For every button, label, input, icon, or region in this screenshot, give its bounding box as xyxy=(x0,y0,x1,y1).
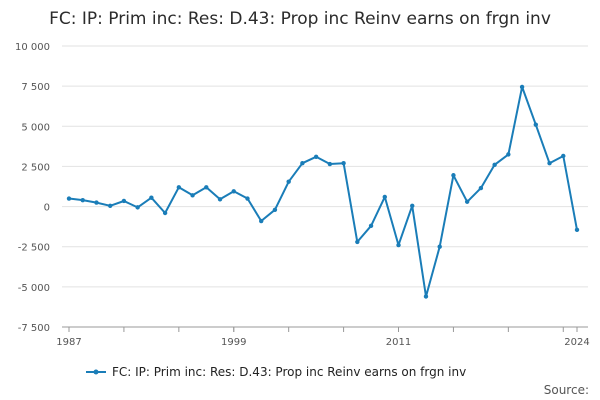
y-tick-label: 7 500 xyxy=(21,82,50,93)
data-point[interactable] xyxy=(382,194,387,200)
data-point[interactable] xyxy=(396,242,401,248)
data-point[interactable] xyxy=(492,162,497,168)
data-point[interactable] xyxy=(80,197,85,203)
data-point[interactable] xyxy=(313,154,319,159)
y-tick-label: 0 xyxy=(44,203,50,214)
y-tick-label: 2 500 xyxy=(21,162,50,173)
data-point[interactable] xyxy=(423,294,429,299)
data-point[interactable] xyxy=(135,205,140,210)
data-point[interactable] xyxy=(121,198,127,204)
data-point[interactable] xyxy=(190,193,195,198)
data-point[interactable] xyxy=(176,185,182,190)
y-tick-label: 10 000 xyxy=(15,42,50,53)
x-tick-label: 1987 xyxy=(56,337,81,348)
x-tick-label: 1999 xyxy=(221,337,246,348)
legend-label: FC: IP: Prim inc: Res: D.43: Prop inc Re… xyxy=(112,365,466,379)
source-label[interactable]: Source: xyxy=(544,383,589,397)
data-point[interactable] xyxy=(245,196,250,201)
data-point[interactable] xyxy=(437,244,442,249)
y-tick-label: -7 500 xyxy=(18,323,50,334)
data-point[interactable] xyxy=(259,218,264,224)
data-point[interactable] xyxy=(341,161,346,166)
data-point[interactable] xyxy=(66,196,72,201)
data-point[interactable] xyxy=(204,185,209,190)
x-axis: 1987 1999 2011 2024 xyxy=(56,326,590,348)
data-point[interactable] xyxy=(327,161,333,167)
legend[interactable]: FC: IP: Prim inc: Res: D.43: Prop inc Re… xyxy=(86,365,466,379)
data-point[interactable] xyxy=(355,239,360,245)
gridlines xyxy=(62,45,588,328)
data-point[interactable] xyxy=(451,173,456,178)
data-point[interactable] xyxy=(107,203,113,208)
y-tick-label: -5 000 xyxy=(18,283,50,294)
series-layer xyxy=(66,84,580,299)
data-point[interactable] xyxy=(149,195,154,200)
data-point[interactable] xyxy=(272,207,278,212)
y-tick-label: -2 500 xyxy=(18,243,50,254)
data-point[interactable] xyxy=(533,122,539,127)
series-line xyxy=(68,85,578,298)
data-point[interactable] xyxy=(478,185,484,191)
data-point[interactable] xyxy=(519,84,525,90)
data-point[interactable] xyxy=(547,161,552,166)
y-tick-label: 5 000 xyxy=(21,122,50,133)
data-point[interactable] xyxy=(410,203,415,208)
legend-marker-swatch xyxy=(93,369,99,375)
data-point[interactable] xyxy=(506,152,511,157)
data-point[interactable] xyxy=(464,199,470,204)
data-point[interactable] xyxy=(368,223,374,229)
data-point[interactable] xyxy=(231,189,236,194)
x-tick-label: 2011 xyxy=(386,337,411,348)
data-point[interactable] xyxy=(286,179,291,184)
data-point[interactable] xyxy=(94,200,99,205)
x-tick-label: 2024 xyxy=(564,337,589,348)
chart-title: FC: IP: Prim inc: Res: D.43: Prop inc Re… xyxy=(49,9,551,29)
data-point[interactable] xyxy=(300,161,305,166)
y-axis-tick-labels: 10 000 7 500 5 000 2 500 0 -2 500 -5 000 -7 500 xyxy=(15,42,50,334)
data-point[interactable] xyxy=(561,153,566,159)
data-point[interactable] xyxy=(217,197,223,202)
data-point[interactable] xyxy=(162,210,168,216)
data-point[interactable] xyxy=(574,227,580,233)
